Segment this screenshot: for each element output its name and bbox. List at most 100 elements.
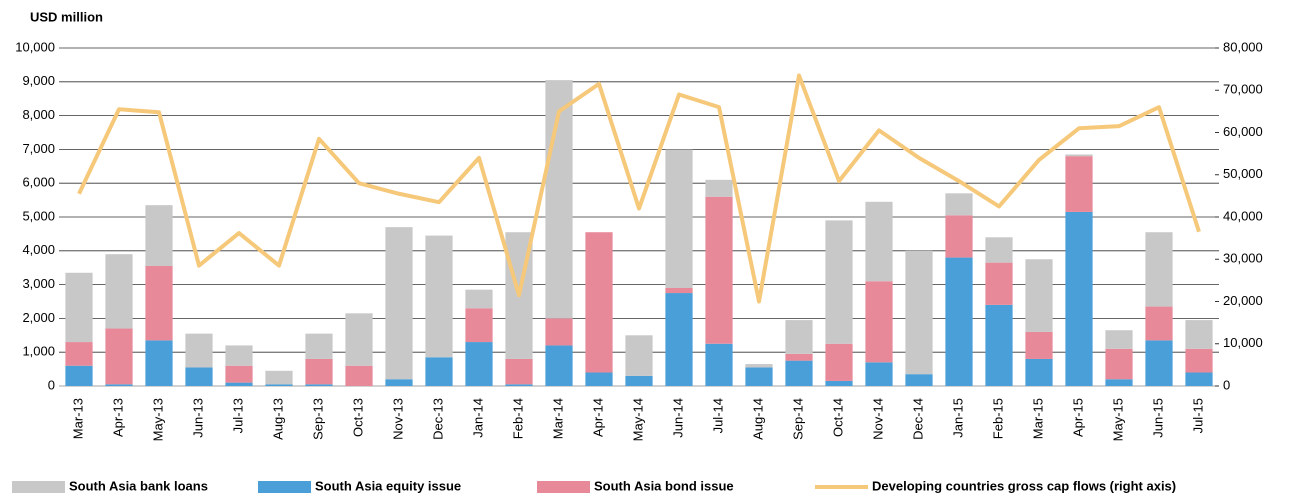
bar	[665, 149, 693, 288]
bar	[385, 227, 413, 380]
bar	[345, 313, 373, 366]
bar	[625, 335, 653, 376]
bar	[145, 205, 173, 267]
x-tick-label: Feb-14	[510, 398, 525, 439]
bar	[65, 272, 93, 343]
bar	[705, 179, 733, 197]
bar	[1025, 259, 1053, 332]
x-tick-label: Nov-13	[390, 398, 405, 440]
x-tick-label: Jul-15	[1190, 398, 1205, 433]
bar	[225, 382, 253, 386]
bar	[585, 372, 613, 386]
bar	[505, 384, 533, 386]
y2-tick-label: 60,000	[1223, 124, 1263, 139]
bar	[305, 384, 333, 386]
x-tick-label: Mar-14	[550, 398, 565, 439]
bar	[265, 384, 293, 386]
bar	[705, 196, 733, 344]
bar	[1105, 330, 1133, 349]
x-tick-label: Dec-13	[430, 398, 445, 440]
y-tick-label: 6,000	[22, 175, 55, 190]
bar	[1105, 379, 1133, 386]
legend-label: Developing countries gross cap flows (ri…	[872, 478, 1176, 493]
x-tick-label: May-15	[1110, 398, 1125, 441]
bar	[745, 364, 773, 368]
bar	[1025, 331, 1053, 359]
x-tick-label: Jun-15	[1150, 398, 1165, 438]
bar	[305, 333, 333, 359]
legend-label: South Asia bond issue	[594, 478, 734, 493]
x-tick-label: Jun-14	[670, 398, 685, 438]
bar	[1065, 154, 1093, 157]
bar	[665, 287, 693, 294]
x-tick-label: Sep-14	[790, 398, 805, 440]
bar	[465, 342, 493, 386]
y2-tick-label: 20,000	[1223, 293, 1263, 308]
y2-tick-label: 0	[1223, 377, 1230, 392]
x-tick-label: Feb-15	[990, 398, 1005, 439]
bar	[105, 254, 133, 329]
y-tick-label: 9,000	[22, 73, 55, 88]
bar	[785, 360, 813, 386]
bar	[145, 340, 173, 386]
x-tick-label: Jul-14	[710, 398, 725, 433]
bar	[625, 375, 653, 386]
bar	[745, 367, 773, 386]
bar	[1145, 340, 1173, 386]
bar	[265, 370, 293, 385]
bar	[545, 318, 573, 346]
bar	[465, 289, 493, 309]
bar	[545, 345, 573, 386]
bar	[785, 320, 813, 354]
bar	[1185, 372, 1213, 386]
bar	[105, 328, 133, 385]
bar	[865, 362, 893, 386]
bar	[945, 257, 973, 386]
bar	[105, 384, 133, 386]
y-tick-label: 4,000	[22, 242, 55, 257]
legend-swatch	[537, 481, 590, 493]
bar	[825, 220, 853, 344]
bar	[225, 365, 253, 383]
bar	[305, 358, 333, 385]
bar	[585, 232, 613, 373]
bar	[825, 380, 853, 386]
y-tick-label: 1,000	[22, 344, 55, 359]
y-tick-label: 5,000	[22, 208, 55, 223]
bar	[945, 215, 973, 258]
x-tick-label: Nov-14	[870, 398, 885, 440]
bar	[65, 365, 93, 386]
bar	[905, 374, 933, 386]
y-axis-label: USD million	[30, 9, 103, 24]
line	[77, 73, 1201, 304]
bar	[865, 201, 893, 282]
x-tick-label: Jan-15	[950, 398, 965, 438]
y2-tick-label: 40,000	[1223, 208, 1263, 223]
y-tick-label: 10,000	[15, 39, 55, 54]
bar	[425, 235, 453, 358]
legend-label: South Asia equity issue	[315, 478, 461, 493]
legend-label: South Asia bank loans	[69, 478, 208, 493]
x-tick-label: Jul-13	[230, 398, 245, 433]
x-tick-label: Aug-13	[270, 398, 285, 440]
bar	[785, 353, 813, 361]
x-tick-label: Oct-14	[830, 398, 845, 437]
bar	[65, 342, 93, 366]
x-tick-label: Mar-15	[1030, 398, 1045, 439]
bar	[865, 281, 893, 363]
x-tick-label: Oct-13	[350, 398, 365, 437]
bar	[1105, 348, 1133, 380]
legend-swatch	[258, 481, 311, 493]
bar	[465, 308, 493, 343]
bar	[185, 333, 213, 368]
bar	[1065, 156, 1093, 212]
x-tick-label: Sep-13	[310, 398, 325, 440]
y2-tick-label: 50,000	[1223, 166, 1263, 181]
bar	[505, 358, 533, 385]
bar	[225, 345, 253, 366]
x-tick-label: Jun-13	[190, 398, 205, 438]
bar	[985, 237, 1013, 263]
bar	[1185, 348, 1213, 373]
bar	[145, 266, 173, 341]
